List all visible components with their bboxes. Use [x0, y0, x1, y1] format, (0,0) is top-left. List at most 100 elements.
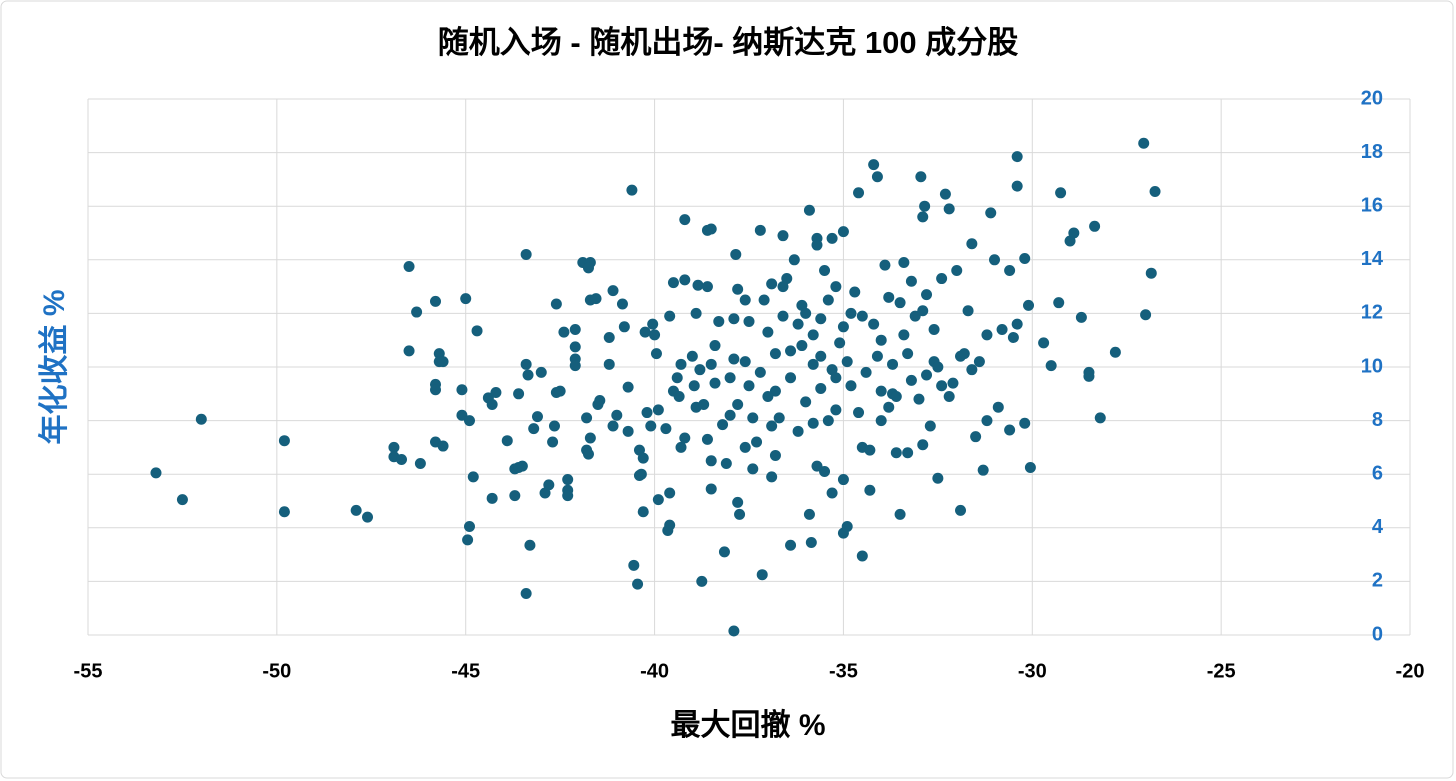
point — [977, 464, 989, 476]
point — [902, 348, 914, 360]
point — [841, 356, 853, 368]
point — [943, 203, 955, 215]
point — [796, 299, 808, 311]
point — [429, 295, 441, 307]
point — [769, 348, 781, 360]
point — [611, 409, 623, 421]
point — [811, 460, 823, 472]
point — [632, 578, 644, 590]
point — [1019, 417, 1031, 429]
point — [594, 395, 606, 406]
point — [913, 393, 925, 405]
point — [520, 248, 532, 260]
point — [543, 479, 555, 491]
point — [777, 310, 789, 322]
point — [732, 399, 744, 411]
point — [939, 188, 951, 200]
point — [633, 470, 645, 482]
point — [701, 281, 713, 293]
point — [734, 508, 746, 520]
point — [513, 388, 525, 400]
point — [641, 407, 653, 419]
point — [150, 467, 162, 479]
point — [650, 348, 662, 360]
point — [463, 520, 475, 532]
point — [890, 390, 902, 402]
point — [830, 404, 842, 416]
point — [531, 411, 543, 423]
y-axis-label: 年化收益 % — [38, 289, 71, 444]
y-tick-label: 14 — [1361, 248, 1384, 270]
point — [879, 259, 891, 271]
point — [773, 412, 785, 424]
point — [887, 358, 899, 370]
point — [718, 546, 730, 558]
point — [815, 350, 827, 362]
point — [981, 415, 993, 427]
point — [486, 492, 498, 504]
point — [490, 386, 502, 398]
point — [875, 385, 887, 397]
point — [936, 380, 948, 392]
point — [875, 334, 887, 346]
x-tick-label: -20 — [1396, 660, 1425, 682]
point — [388, 441, 400, 453]
point — [739, 294, 751, 306]
y-tick-label: 6 — [1372, 462, 1383, 484]
x-tick-label: -25 — [1207, 660, 1236, 682]
point — [785, 372, 797, 384]
point — [853, 187, 865, 199]
point — [928, 323, 940, 335]
point — [996, 323, 1008, 335]
point — [905, 275, 917, 287]
point — [626, 184, 638, 196]
point — [652, 404, 664, 416]
point — [766, 471, 778, 483]
point — [1083, 370, 1095, 382]
y-tick-label: 4 — [1372, 516, 1384, 538]
point — [917, 439, 929, 451]
point — [864, 484, 876, 496]
point — [958, 348, 970, 360]
point — [754, 366, 766, 378]
point — [841, 520, 853, 532]
point — [807, 358, 819, 370]
point — [1068, 227, 1080, 239]
point — [662, 524, 674, 536]
point — [932, 361, 944, 373]
point — [947, 377, 959, 389]
point — [569, 341, 581, 353]
point — [792, 318, 804, 330]
point — [675, 441, 687, 453]
x-tick-label: -35 — [829, 660, 858, 682]
point — [917, 211, 929, 223]
point — [845, 307, 857, 319]
point — [456, 384, 468, 396]
point — [694, 364, 706, 376]
point — [868, 159, 880, 171]
y-tick-label: 16 — [1361, 194, 1383, 216]
point — [917, 305, 929, 317]
point — [754, 224, 766, 236]
point — [834, 337, 846, 349]
point — [396, 453, 408, 465]
point — [486, 399, 498, 411]
point — [915, 171, 927, 183]
point — [652, 494, 664, 506]
point — [705, 358, 717, 370]
y-tick-label: 18 — [1361, 141, 1383, 163]
point — [675, 358, 687, 370]
point — [603, 358, 615, 370]
point — [437, 356, 449, 368]
point — [871, 350, 883, 362]
point — [688, 380, 700, 392]
point — [856, 550, 868, 562]
point — [690, 307, 702, 319]
point — [732, 283, 744, 295]
point — [932, 472, 944, 484]
point — [894, 508, 906, 520]
point — [584, 432, 596, 444]
point — [1145, 267, 1157, 279]
point — [671, 372, 683, 384]
point — [883, 291, 895, 303]
